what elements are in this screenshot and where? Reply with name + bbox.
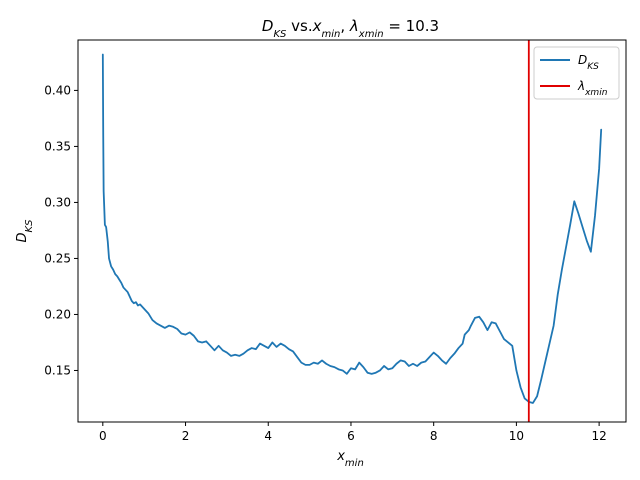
y-tick-label: 0.25 <box>44 251 71 265</box>
series-line-dks <box>101 53 603 404</box>
x-axis-label-sub: min <box>345 458 364 469</box>
x-axis-label: xmin <box>336 449 364 469</box>
title-sep: , <box>340 17 350 35</box>
y-tick-label: 0.40 <box>44 83 71 97</box>
title-x-sub: min <box>322 29 341 40</box>
x-tick-label: 6 <box>347 429 355 443</box>
title-lambda-sub: xmin <box>358 29 384 40</box>
y-tick-label: 0.20 <box>44 307 71 321</box>
y-axis-label-base: D <box>15 232 30 242</box>
x-tick-label: 0 <box>99 429 107 443</box>
title-x: x <box>312 17 322 35</box>
x-tick-label: 4 <box>264 429 272 443</box>
axis-ticks: 0 2 4 6 8 10 12 0.15 0.20 0.25 0.30 0.35 0.40 <box>44 83 606 443</box>
plot-frame <box>77 39 627 423</box>
x-tick-label: 2 <box>182 429 190 443</box>
x-tick-label: 8 <box>430 429 438 443</box>
y-axis-label: DKS <box>15 219 35 243</box>
legend: DKS λxmin <box>533 46 620 100</box>
y-tick-label: 0.35 <box>44 139 71 153</box>
y-tick-label: 0.30 <box>44 195 71 209</box>
y-tick-label: 0.15 <box>44 363 71 377</box>
x-axis-label-base: x <box>336 449 345 464</box>
legend-label-dks: DKS <box>578 53 599 72</box>
y-axis-label-sub: KS <box>24 219 35 233</box>
title-mid: vs. <box>286 17 312 35</box>
title-lambda: λ <box>349 17 359 35</box>
x-tick-label: 10 <box>509 429 524 443</box>
title-eq: = 10.3 <box>384 17 440 35</box>
chart-title: DKS vs.xmin, λxmin = 10.3 <box>262 17 439 40</box>
legend-label-lambda: λxmin <box>577 79 608 98</box>
title-main-sub: KS <box>273 29 287 40</box>
plot-content <box>101 40 603 422</box>
title-main: D <box>262 17 274 35</box>
x-tick-label: 12 <box>591 429 606 443</box>
